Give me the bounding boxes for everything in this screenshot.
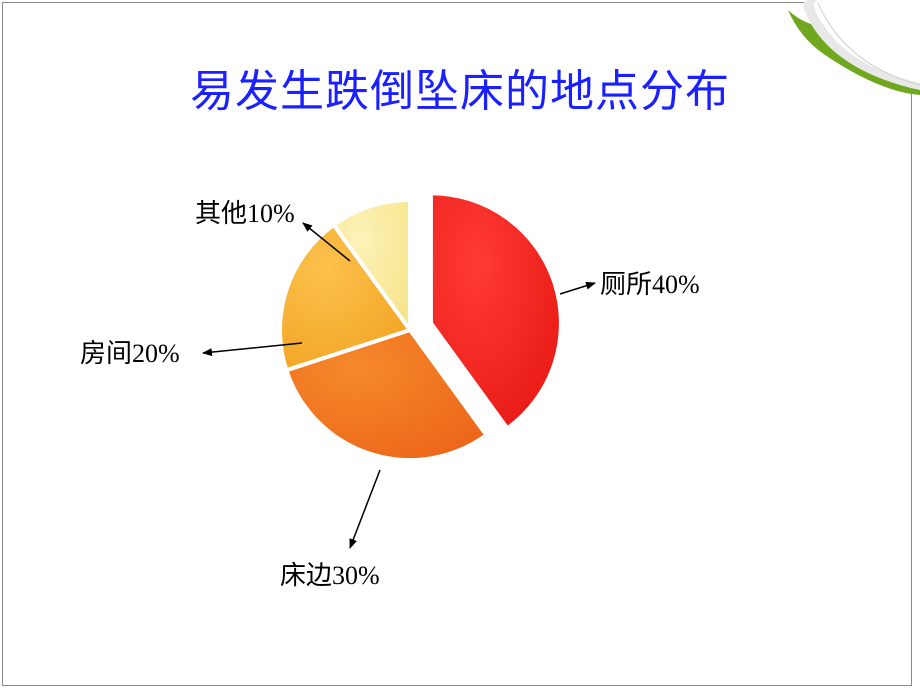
label-toilet: 厕所40% xyxy=(600,264,700,301)
pie-chart xyxy=(250,170,570,490)
label-other: 其他10% xyxy=(195,193,295,230)
slide: 易发生跌倒坠床的地点分布 厕所40% 床边30% 房间20% 其他10% xyxy=(0,0,920,690)
label-room: 房间20% xyxy=(80,333,180,370)
label-bedside: 床边30% xyxy=(280,555,380,592)
pie-chart-svg xyxy=(250,170,570,490)
slide-title: 易发生跌倒坠床的地点分布 xyxy=(0,55,920,119)
